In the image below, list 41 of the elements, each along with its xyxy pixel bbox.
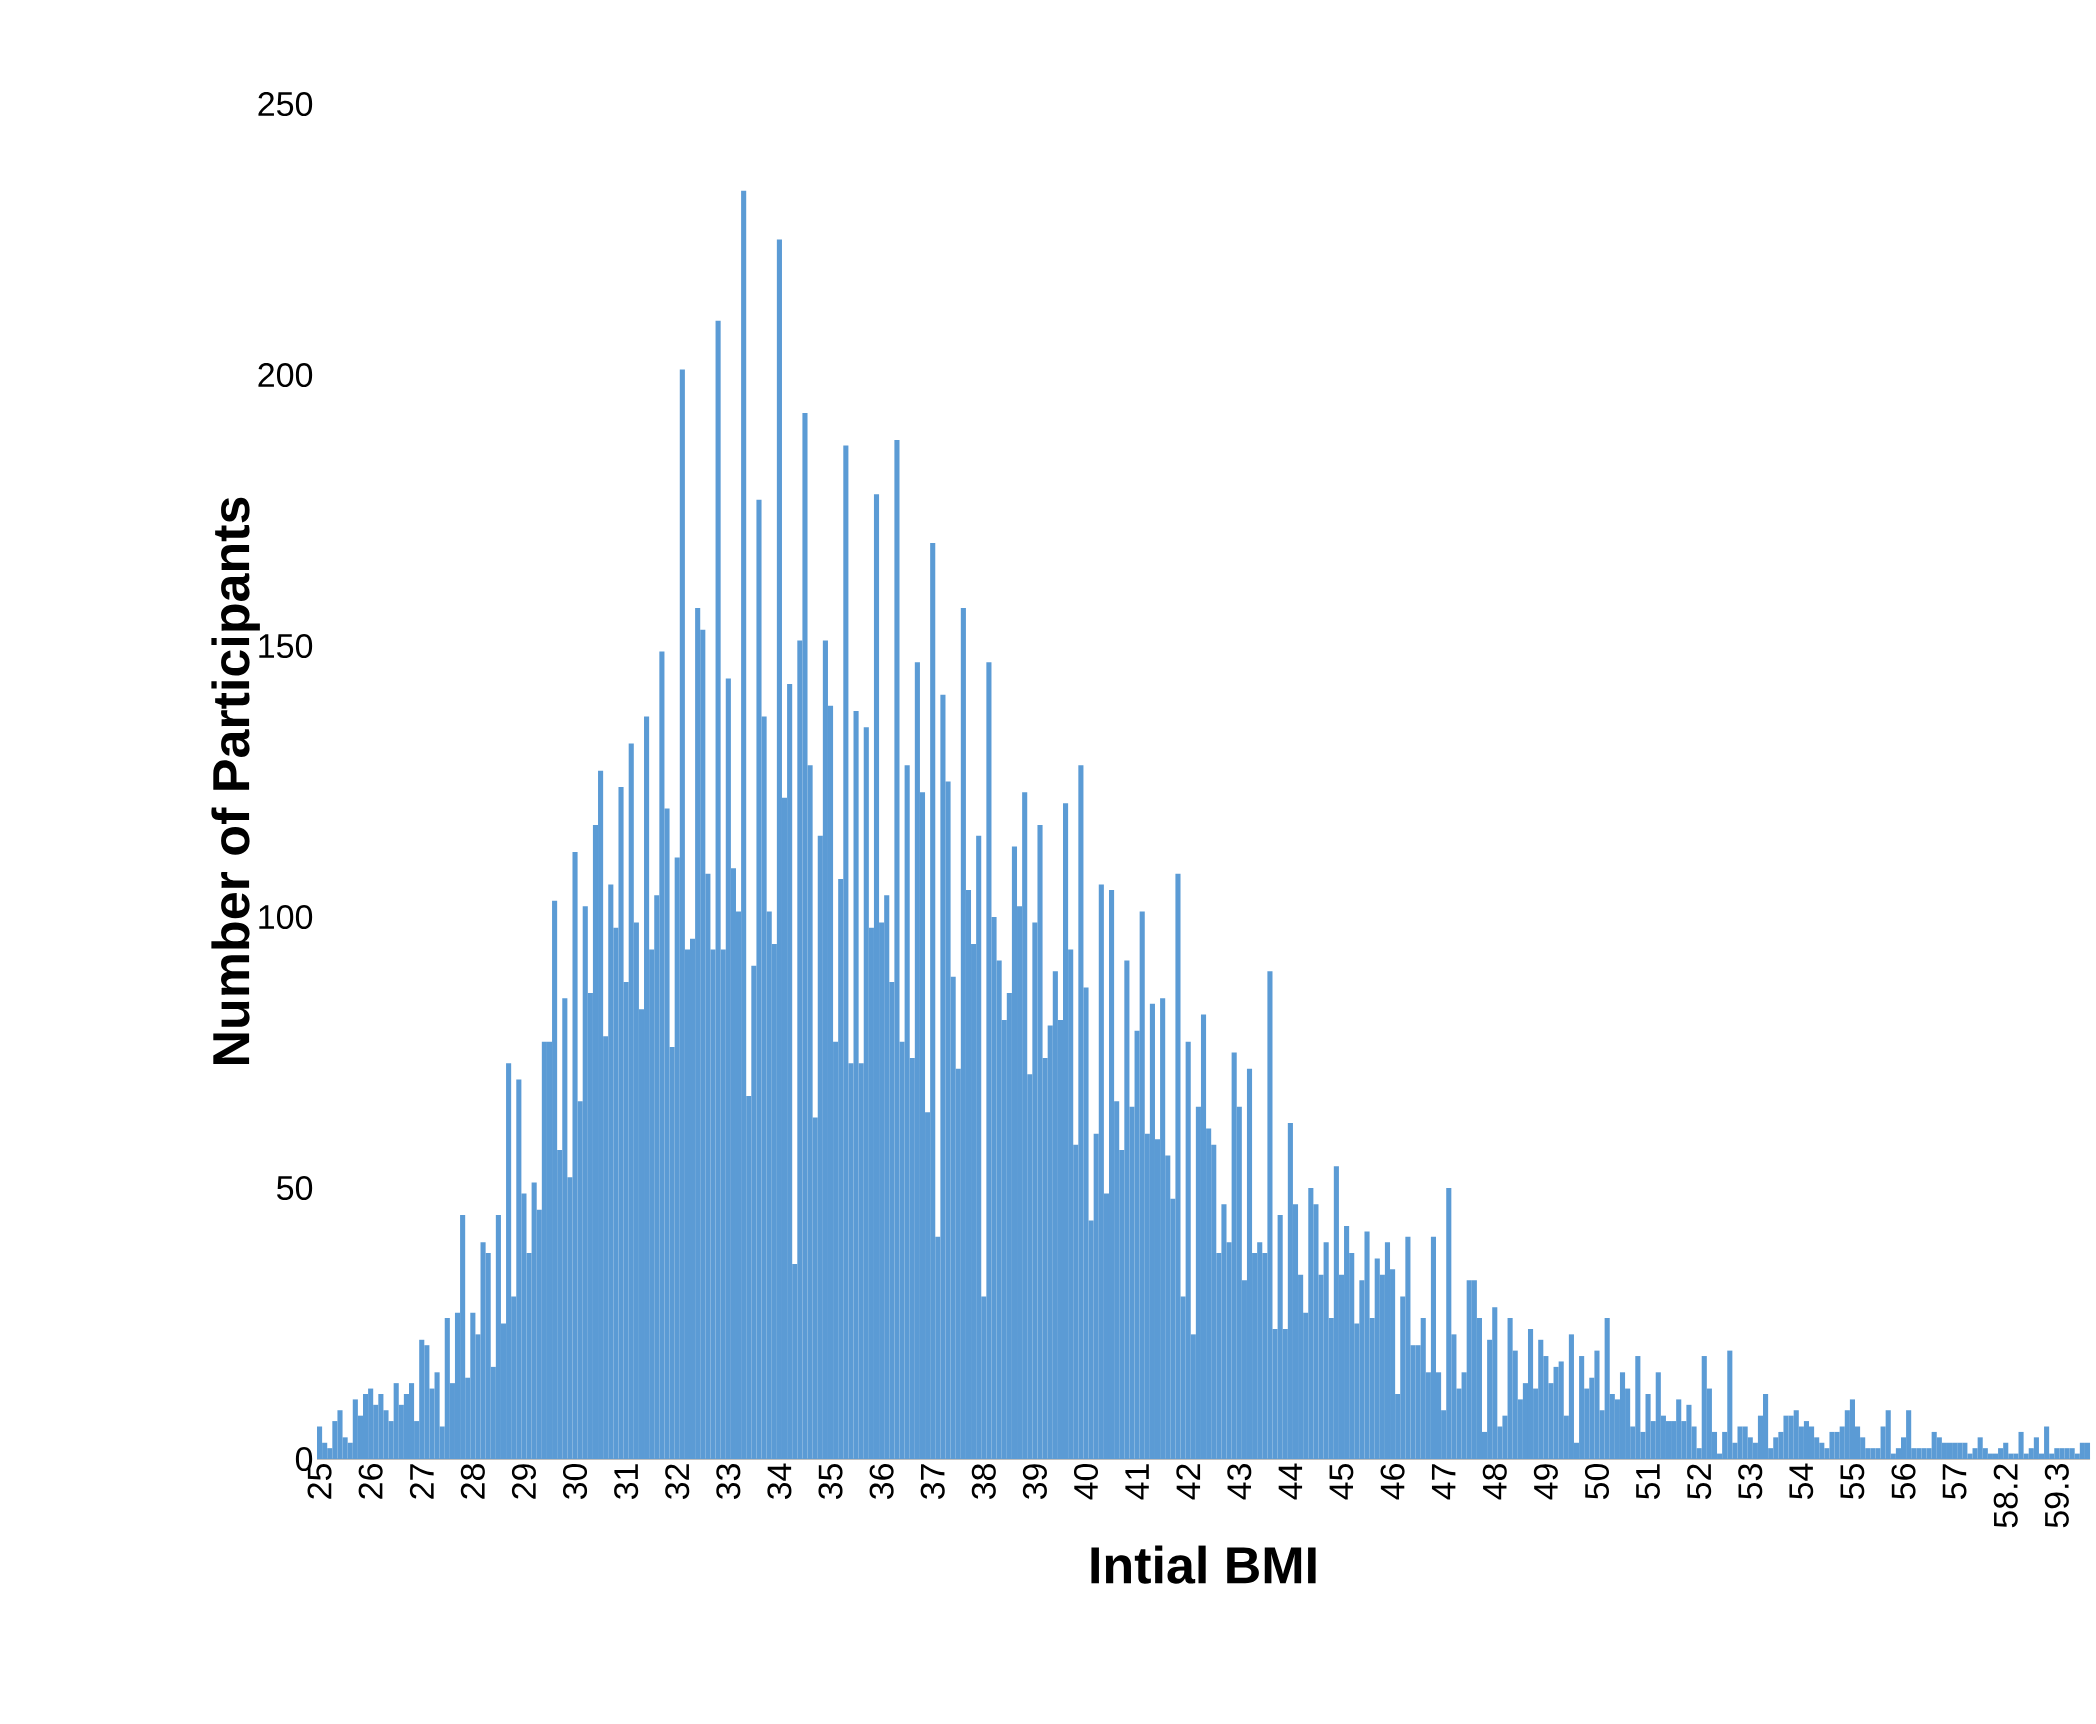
- x-tick-label: 39: [1022, 1464, 1047, 1500]
- x-tick-label: 46: [1380, 1464, 1405, 1500]
- x-tick-label: 42: [1176, 1464, 1201, 1500]
- y-tick-label: 50: [277, 1175, 313, 1201]
- x-tick-label: 37: [920, 1464, 945, 1500]
- x-tick-label: 33: [716, 1464, 741, 1500]
- x-tick-label: 53: [1738, 1464, 1763, 1500]
- x-tick-label: 27: [409, 1464, 434, 1499]
- x-tick-label: 41: [1125, 1464, 1149, 1500]
- x-tick-label: 26: [358, 1464, 383, 1499]
- x-tick-label: 35: [818, 1463, 843, 1500]
- x-axis-title: Intial BMI: [1091, 1545, 1316, 1584]
- y-tick-label: 150: [259, 633, 313, 659]
- x-tick-label: 30: [563, 1463, 588, 1500]
- x-tick-label: 57: [1942, 1464, 1967, 1500]
- x-tick-label: 34: [767, 1463, 792, 1500]
- x-tick-label: 47: [1431, 1464, 1456, 1500]
- x-tick-label: 44: [1278, 1463, 1303, 1500]
- x-tick-label: 58.2: [1993, 1464, 2018, 1528]
- y-tick-label: 200: [258, 362, 313, 388]
- x-tick-label: 40: [1073, 1463, 1099, 1500]
- x-tick-label: 32: [665, 1464, 690, 1500]
- x-tick-label: 52: [1687, 1464, 1712, 1500]
- x-tick-label: 56: [1891, 1464, 1916, 1500]
- x-tick-label: 31: [614, 1464, 639, 1500]
- x-tick-label: 54: [1789, 1463, 1814, 1500]
- y-tick-label: 100: [259, 904, 313, 930]
- x-tick-label: 29: [511, 1464, 536, 1499]
- x-tick-label: 49: [1533, 1464, 1558, 1500]
- x-tick-label: 36: [869, 1464, 894, 1500]
- x-tick-label: 59.3: [2044, 1464, 2069, 1528]
- y-axis-title: Number of Participants: [211, 497, 260, 1065]
- x-tick-label: 45: [1329, 1463, 1354, 1500]
- x-tick-label: 43: [1227, 1464, 1252, 1500]
- y-tick-label: 250: [258, 91, 313, 117]
- x-tick-label: 50: [1584, 1463, 1609, 1500]
- x-tick-label: 28: [460, 1464, 485, 1499]
- x-tick-label: 38: [971, 1464, 996, 1500]
- x-tick-label: 48: [1482, 1464, 1507, 1500]
- x-tick-label: 55: [1840, 1463, 1865, 1500]
- x-tick-label: 51: [1636, 1464, 1660, 1500]
